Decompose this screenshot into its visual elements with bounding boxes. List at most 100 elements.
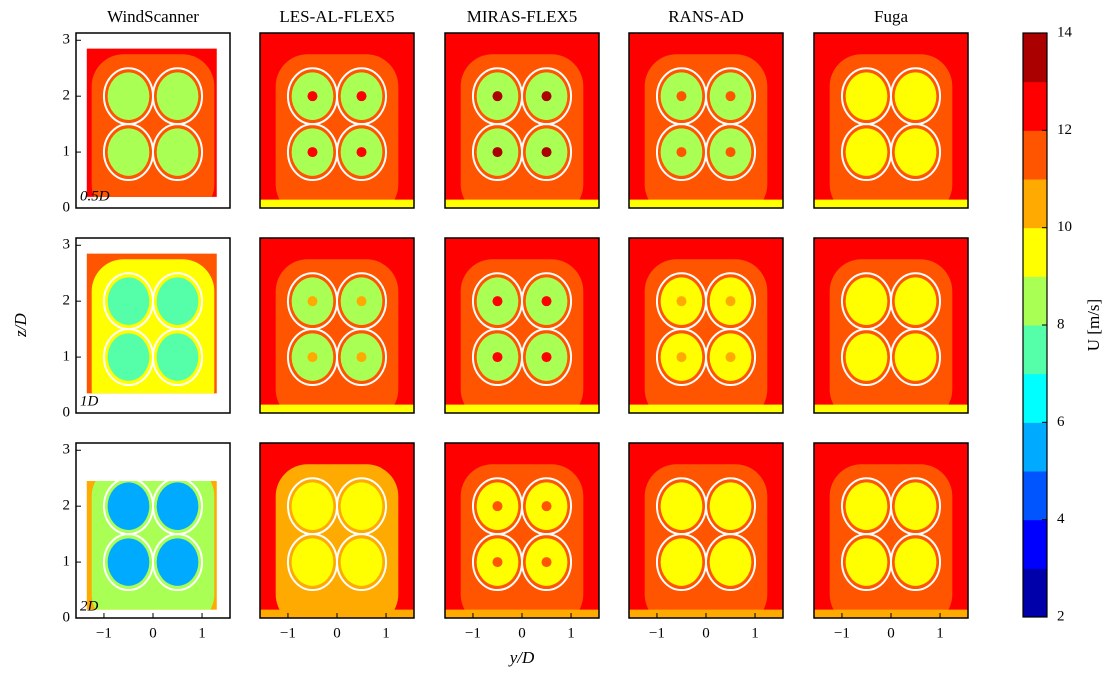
field-ground: [629, 199, 783, 208]
hub: [676, 147, 687, 158]
hub: [541, 352, 552, 363]
hub: [307, 296, 318, 307]
panel-frame: [813, 237, 969, 414]
hub: [541, 501, 552, 512]
panel: [260, 443, 414, 618]
panel: [814, 443, 968, 618]
colorbar-label: U [m/s]: [1084, 299, 1103, 351]
field-ground: [86, 609, 217, 610]
hub: [492, 352, 503, 363]
wake: [709, 482, 752, 530]
colorbar-tick-label: 4: [1057, 511, 1065, 527]
hub: [356, 147, 367, 158]
hub: [676, 296, 687, 307]
wake: [845, 333, 888, 381]
colorbar-band: [1023, 227, 1047, 277]
colorbar-tick-label: 12: [1057, 122, 1072, 138]
panel: [445, 443, 599, 618]
rotor-outline: [890, 272, 942, 331]
colorbar-tick-label: 6: [1057, 414, 1065, 430]
rotor-outline: [336, 477, 388, 536]
wake: [845, 538, 888, 586]
colorbar-band: [1023, 276, 1047, 326]
hub: [356, 352, 367, 363]
field-ground: [445, 199, 599, 208]
y-tick-label: 0: [63, 199, 71, 215]
panel-frame: [75, 237, 231, 414]
y-tick-label: 2: [63, 293, 71, 309]
wake: [894, 333, 937, 381]
row-label: 2D: [80, 598, 99, 614]
panel-frame: [75, 32, 231, 209]
wake: [107, 72, 150, 120]
wake: [845, 128, 888, 176]
wake: [660, 482, 703, 530]
hub: [356, 91, 367, 102]
rotor-outline: [705, 477, 757, 536]
rotor-outline: [336, 67, 388, 126]
hub: [725, 147, 736, 158]
wake: [107, 128, 150, 176]
field-ground: [629, 404, 783, 413]
panel-frame: [628, 237, 784, 414]
y-tick-label: 1: [63, 349, 71, 365]
rotor-outline: [705, 272, 757, 331]
wake: [709, 538, 752, 586]
colorbar-band: [1023, 33, 1047, 83]
x-tick-label: 1: [567, 625, 575, 641]
colorbar-band: [1023, 422, 1047, 472]
wake: [107, 333, 150, 381]
x-tick-label: 0: [149, 625, 157, 641]
row-label: 1D: [80, 393, 99, 409]
rotor-outline: [705, 67, 757, 126]
panel: [86, 481, 217, 610]
wake: [156, 482, 199, 530]
x-tick-label: 0: [518, 625, 526, 641]
column-title: LES-AL-FLEX5: [279, 7, 394, 26]
wake: [894, 277, 937, 325]
hub: [541, 296, 552, 307]
rotor-outline: [152, 477, 204, 536]
hub: [492, 296, 503, 307]
colorbar-band: [1023, 568, 1047, 618]
y-tick-label: 2: [63, 498, 71, 514]
x-tick-label: 0: [333, 625, 341, 641]
wake: [156, 128, 199, 176]
y-axis-label: z/D: [11, 312, 30, 337]
hub: [541, 147, 552, 158]
wake: [291, 482, 334, 530]
wake: [340, 538, 383, 586]
x-tick-label: −1: [96, 625, 112, 641]
panel: [86, 48, 217, 197]
hub: [492, 91, 503, 102]
panel: [629, 443, 783, 618]
colorbar-band: [1023, 325, 1047, 375]
wake: [845, 482, 888, 530]
field-ground: [814, 404, 968, 413]
x-tick-label: 1: [382, 625, 390, 641]
colorbar-band: [1023, 519, 1047, 569]
rotor-outline: [336, 272, 388, 331]
colorbar-tick-label: 10: [1057, 219, 1072, 235]
x-tick-label: 1: [936, 625, 944, 641]
panel-frame: [259, 32, 415, 209]
hub: [725, 91, 736, 102]
panel-frame: [444, 237, 600, 414]
wake: [894, 128, 937, 176]
x-tick-label: 1: [751, 625, 759, 641]
hub: [307, 147, 318, 158]
colorbar-band: [1023, 130, 1047, 180]
wake: [291, 538, 334, 586]
column-title: WindScanner: [107, 7, 199, 26]
wake: [845, 277, 888, 325]
rotor-outline: [152, 272, 204, 331]
wake: [156, 538, 199, 586]
panel: [260, 33, 414, 208]
hub: [492, 501, 503, 512]
y-tick-label: 3: [63, 32, 71, 48]
colorbar-tick-label: 8: [1057, 316, 1065, 332]
x-tick-label: −1: [280, 625, 296, 641]
panel-frame: [628, 32, 784, 209]
wake: [107, 538, 150, 586]
panel: [629, 33, 783, 208]
